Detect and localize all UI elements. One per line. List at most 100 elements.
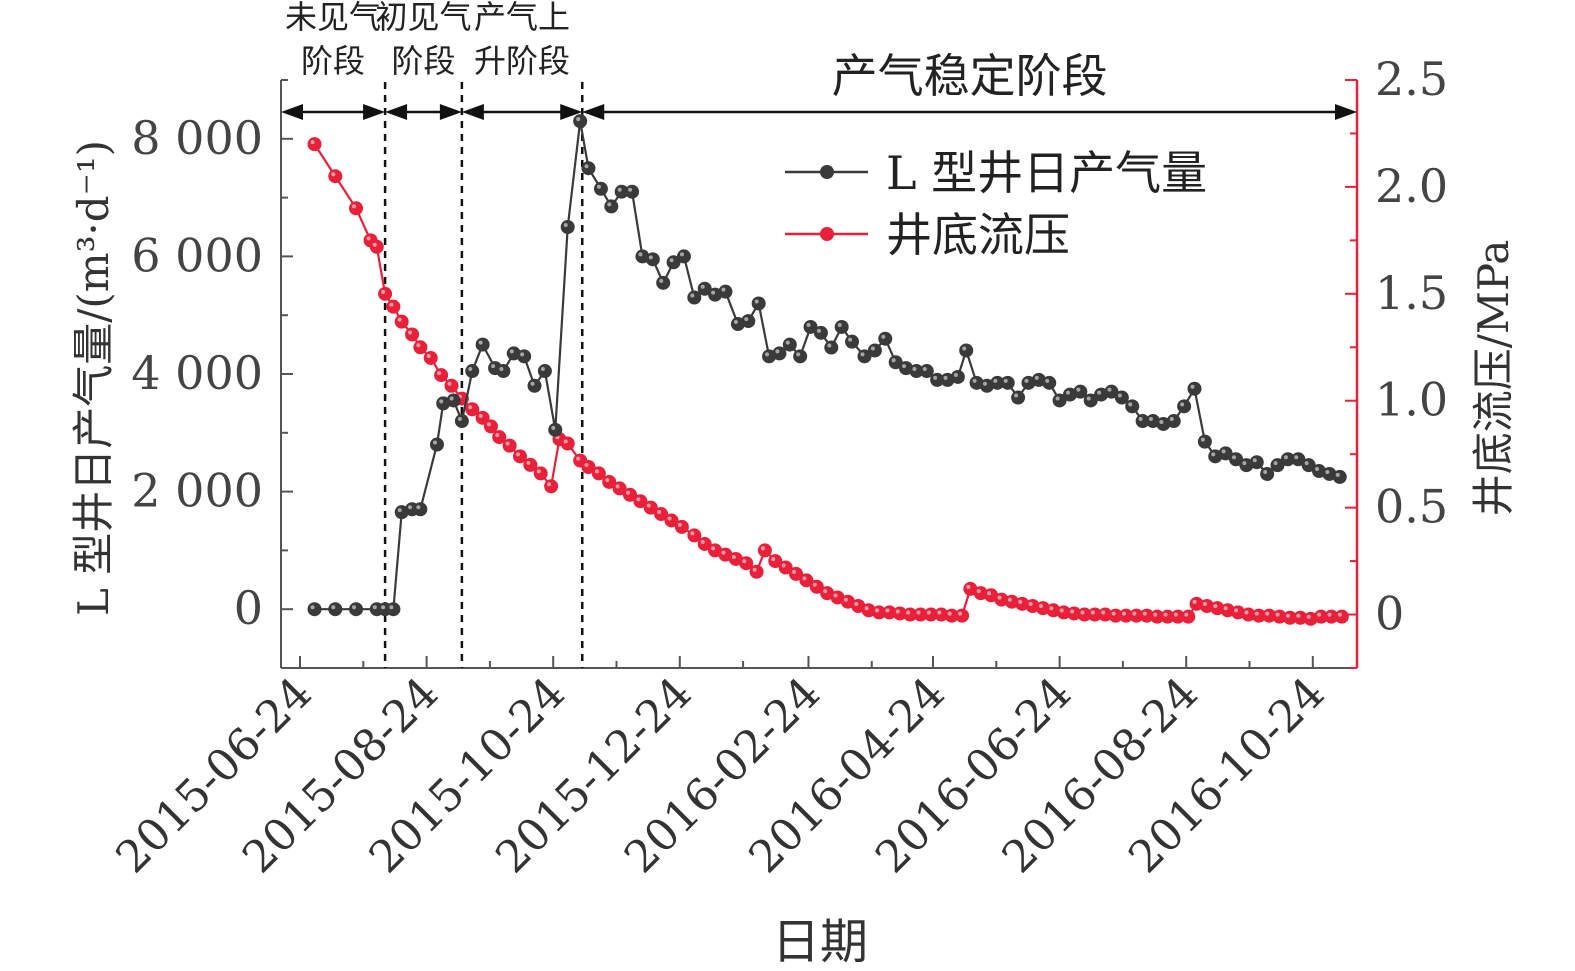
data-point-pressure [591, 466, 606, 481]
data-point-gas [446, 393, 461, 408]
data-point-highlight [1180, 402, 1185, 407]
data-point-gas [386, 602, 401, 617]
data-point-highlight [449, 396, 454, 401]
data-point-highlight [895, 609, 900, 614]
data-point-highlight [486, 422, 491, 427]
data-point-highlight [1285, 613, 1290, 618]
data-point-highlight [540, 367, 545, 372]
data-point-pressure [523, 457, 538, 472]
data-point-highlight [1317, 612, 1322, 617]
data-point-highlight [636, 497, 641, 502]
data-point-highlight [1045, 378, 1050, 383]
data-point-highlight [1090, 610, 1095, 615]
data-point-highlight [576, 456, 581, 461]
data-point-highlight [352, 605, 357, 610]
stage-label-line2: 阶段 [301, 42, 365, 80]
data-point-highlight [416, 343, 421, 348]
stage-arrowhead-left [281, 104, 303, 120]
data-point-gas [782, 337, 797, 352]
data-point-gas [496, 364, 511, 379]
data-point-gas [1249, 455, 1264, 470]
data-point-pressure [674, 519, 689, 534]
data-point-highlight [796, 352, 801, 357]
data-point-highlight [625, 490, 630, 495]
data-point-highlight [432, 440, 437, 445]
stage-arrowhead-left [582, 104, 605, 120]
data-point-highlight [1306, 614, 1311, 619]
data-point-highlight [426, 353, 431, 358]
data-point-highlight [584, 463, 589, 468]
data-point-highlight [657, 510, 662, 515]
data-point-gas [1187, 381, 1202, 396]
data-point-pressure [423, 350, 438, 365]
data-point-gas [1332, 469, 1347, 484]
data-point-gas [867, 343, 882, 358]
data-point-gas [517, 349, 532, 364]
data-point-highlight [1034, 375, 1039, 380]
data-point-pressure [369, 239, 384, 254]
data-point-highlight [1111, 611, 1116, 616]
y-right-tick-label: 0 [1375, 587, 1404, 641]
data-point-highlight [1221, 449, 1226, 454]
y-right-tick-label: 2.5 [1375, 52, 1448, 106]
data-point-highlight [536, 469, 541, 474]
data-point-highlight [771, 557, 776, 562]
data-point-highlight [1190, 384, 1195, 389]
data-point-gas [465, 364, 480, 379]
data-point-highlight [947, 611, 952, 616]
data-point-highlight [1335, 472, 1340, 477]
data-point-highlight [802, 576, 807, 581]
data-point-gas [813, 325, 828, 340]
stage-arrowhead-right [560, 104, 583, 120]
data-point-gas [1114, 390, 1129, 405]
data-point-highlight [870, 346, 875, 351]
data-point-highlight [530, 381, 535, 386]
data-point-highlight [1055, 396, 1060, 401]
data-point-highlight [372, 605, 377, 610]
data-point-gas [772, 346, 787, 361]
data-point-highlight [1265, 611, 1270, 616]
data-point-highlight [495, 433, 500, 438]
data-point-highlight [648, 255, 653, 260]
stage-label-line1: 初见气 [375, 0, 471, 36]
data-point-highlight [690, 293, 695, 298]
data-point-highlight [816, 328, 821, 333]
data-point-highlight [1122, 611, 1127, 616]
y-axis-left-label: L 型井日产气量/(m³·d⁻¹) [69, 140, 118, 616]
data-point-highlight [806, 322, 811, 327]
data-point-highlight [775, 349, 780, 354]
data-point-gas [919, 364, 934, 379]
data-point-highlight [1337, 612, 1342, 617]
data-point-highlight [1202, 601, 1207, 606]
data-point-highlight [721, 287, 726, 292]
data-point-highlight [1173, 612, 1178, 617]
data-point-highlight [760, 546, 765, 551]
data-point-gas [824, 340, 839, 355]
data-point-highlight [700, 284, 705, 289]
data-point-highlight [987, 591, 992, 596]
data-point-highlight [397, 508, 402, 513]
data-point-highlight [1234, 608, 1239, 613]
data-point-highlight [1315, 467, 1320, 472]
data-point-highlight [1304, 461, 1309, 466]
data-point-gas [537, 364, 552, 379]
data-point-highlight [594, 469, 599, 474]
data-point-highlight [854, 601, 859, 606]
data-point-highlight [596, 184, 601, 189]
data-point-highlight [408, 505, 413, 510]
data-point-gas [878, 331, 893, 346]
data-point-highlight [397, 317, 402, 322]
data-point-highlight [1007, 597, 1012, 602]
data-point-highlight [1038, 604, 1043, 609]
data-point-highlight [843, 597, 848, 602]
data-point-highlight [881, 334, 886, 339]
data-point-highlight [667, 516, 672, 521]
data-point-highlight [1283, 455, 1288, 460]
data-point-pressure [413, 340, 428, 355]
data-point-highlight [1211, 452, 1216, 457]
data-point-pressure [405, 327, 420, 342]
data-point-highlight [1080, 610, 1085, 615]
data-point-highlight [922, 367, 927, 372]
